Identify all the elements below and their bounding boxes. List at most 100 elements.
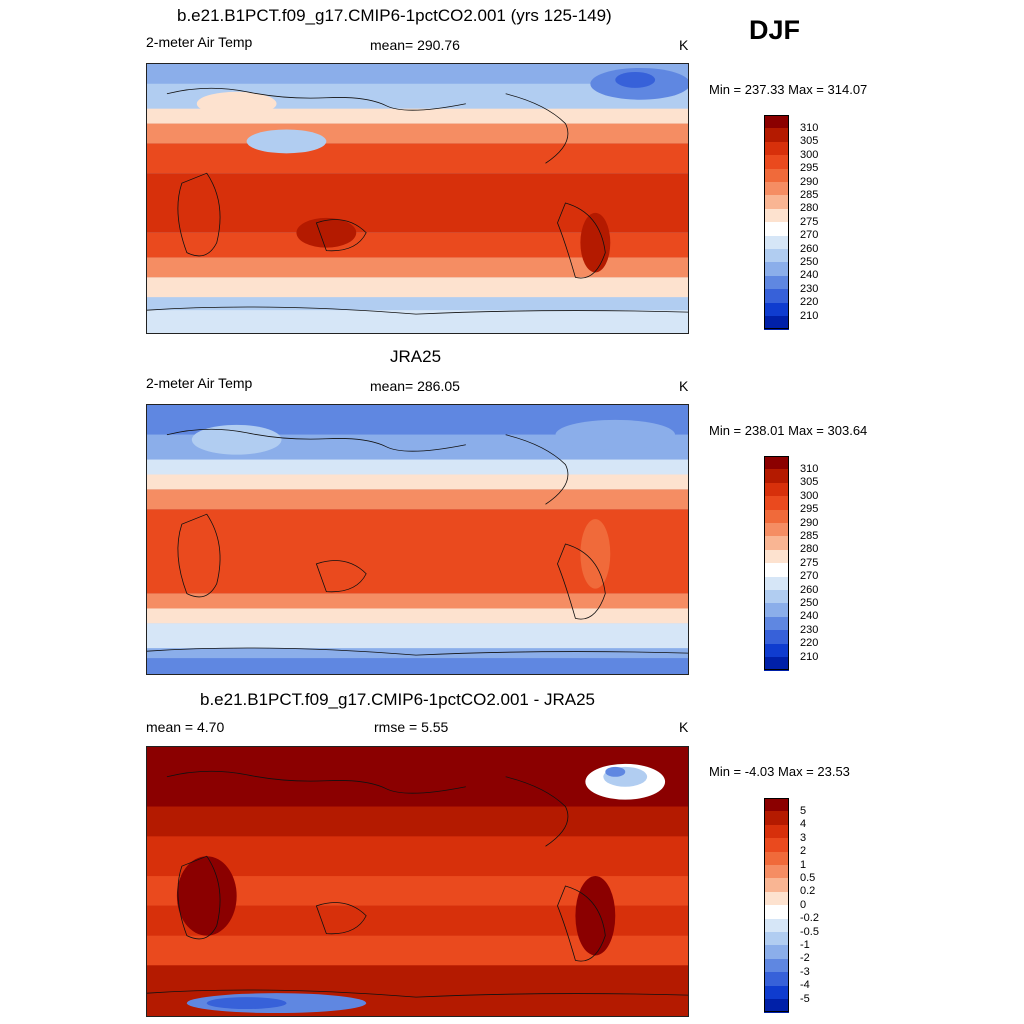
panel1-colorbar-swatch	[764, 115, 789, 129]
panel3-colorbar-swatch	[764, 972, 789, 987]
panel2-title: JRA25	[390, 347, 442, 366]
panel3-colorbar-swatch	[764, 985, 789, 1000]
panel3-colorbar-label: -4	[800, 979, 810, 992]
panel2-colorbar-label: 250	[800, 596, 819, 609]
panel3-colorbar-label: 0.2	[800, 885, 816, 898]
panel3-colorbar-label: 2	[800, 845, 807, 858]
season-label: DJF	[749, 15, 801, 45]
panel1-colorbar-swatch	[764, 222, 789, 237]
panel1-colorbar-swatch	[764, 195, 789, 210]
panel3-colorbar-swatch	[764, 905, 789, 920]
panel1-minmax: Min = 237.33 Max = 314.07	[709, 82, 868, 97]
panel1-mean-label: mean= 290.76	[370, 37, 460, 53]
panel3-colorbar-label: -5	[800, 992, 810, 1005]
panel2-colorbar-label: 230	[800, 623, 819, 636]
panel3-colorbar-label: -1	[800, 938, 810, 951]
panel3-colorbar-swatch	[764, 945, 789, 960]
panel1-colorbar-label: 230	[800, 282, 819, 295]
panel3-colorbar-swatch	[764, 999, 789, 1013]
panel1-colorbar-swatch	[764, 316, 789, 330]
panel2-colorbar-swatch	[764, 456, 789, 470]
panel3-minmax: Min = -4.03 Max = 23.53	[709, 764, 850, 779]
panel3-colorbar-label: 1	[800, 858, 807, 871]
panel1-colorbar-swatch	[764, 275, 789, 290]
panel2-colorbar-swatch	[764, 576, 789, 591]
panel3-map-svg	[147, 747, 688, 1016]
panel3-map	[146, 746, 689, 1017]
panel3-colorbar-label: 4	[800, 818, 807, 831]
panel1-colorbar-swatch	[764, 235, 789, 250]
panel1-map-svg	[147, 64, 688, 333]
panel1-colorbar-label: 295	[800, 162, 819, 175]
panel3-colorbar-swatch	[764, 838, 789, 853]
panel2-colorbar-label: 300	[800, 489, 819, 502]
panel2-colorbar-swatch	[764, 536, 789, 551]
panel3-mean-label: mean = 4.70	[146, 719, 225, 735]
panel2-colorbar-label: 305	[800, 476, 819, 489]
panel2-variable-label: 2-meter Air Temp	[146, 375, 253, 391]
panel1-colorbar-label: 290	[800, 175, 819, 188]
panel3-colorbar-label: 3	[800, 831, 807, 844]
panel2-colorbar-label: 210	[800, 650, 819, 663]
panel2-colorbar-swatch	[764, 616, 789, 631]
panel2-colorbar-label: 285	[800, 529, 819, 542]
panel2-colorbar-swatch	[764, 603, 789, 618]
panel1-variable-label: 2-meter Air Temp	[146, 34, 253, 50]
panel3-colorbar-label: 0.5	[800, 871, 816, 884]
panel2-colorbar-label: 240	[800, 610, 819, 623]
panel2-colorbar-swatch	[764, 469, 789, 484]
panel1-colorbar-swatch	[764, 262, 789, 277]
panel1-colorbar-swatch	[764, 208, 789, 223]
panel1-colorbar-swatch	[764, 168, 789, 183]
panel3-colorbar-label: -3	[800, 965, 810, 978]
panel1-colorbar-label: 285	[800, 188, 819, 201]
panel3-rmse-label: rmse = 5.55	[374, 719, 449, 735]
panel1-colorbar-frame	[764, 115, 789, 330]
panel3-colorbar-swatch	[764, 798, 789, 812]
panel1-colorbar-label: 210	[800, 309, 819, 322]
panel1-colorbar-label: 250	[800, 255, 819, 268]
panel2-colorbar-label: 295	[800, 503, 819, 516]
panel2-colorbar-label: 260	[800, 583, 819, 596]
panel2-minmax: Min = 238.01 Max = 303.64	[709, 423, 868, 438]
panel3-colorbar-label: -0.5	[800, 925, 819, 938]
panel2-colorbar-frame	[764, 456, 789, 671]
panel3-colorbar-swatch	[764, 811, 789, 826]
panel3-units: K	[679, 719, 689, 735]
panel2-colorbar-swatch	[764, 509, 789, 524]
panel2-colorbar-swatch	[764, 563, 789, 578]
panel2-colorbar-label: 280	[800, 543, 819, 556]
panel1-colorbar-label: 310	[800, 121, 819, 134]
panel1-map	[146, 63, 689, 334]
panel1-colorbar-label: 305	[800, 135, 819, 148]
panel3-colorbar-swatch	[764, 958, 789, 973]
panel2-colorbar-label: 290	[800, 516, 819, 529]
panel3-colorbar-swatch	[764, 891, 789, 906]
panel2-colorbar-swatch	[764, 590, 789, 604]
panel1-colorbar-label: 260	[800, 242, 819, 255]
panel2-colorbar-swatch	[764, 549, 789, 564]
panel3-colorbar-swatch	[764, 824, 789, 839]
panel2-colorbar-swatch	[764, 657, 789, 671]
panel1-colorbar-label: 275	[800, 215, 819, 228]
panel3-title: b.e21.B1PCT.f09_g17.CMIP6-1pctCO2.001 - …	[200, 690, 595, 709]
panel2-colorbar-swatch	[764, 630, 789, 645]
panel2-units: K	[679, 378, 689, 394]
panel2-colorbar-swatch	[764, 643, 789, 658]
panel2-colorbar-label: 220	[800, 637, 819, 650]
panel3-colorbar-swatch	[764, 865, 789, 879]
panel1-colorbar-swatch	[764, 155, 789, 170]
panel2-colorbar-swatch	[764, 496, 789, 511]
panel1-colorbar-swatch	[764, 289, 789, 304]
panel1-colorbar-label: 240	[800, 269, 819, 282]
panel3-colorbar-label: 5	[800, 804, 807, 817]
panel3-colorbar-label: -2	[800, 952, 810, 965]
panel1-colorbar-label: 220	[800, 296, 819, 309]
panel1-colorbar-swatch	[764, 141, 789, 156]
panel3-colorbar-swatch	[764, 918, 789, 933]
panel3-colorbar-swatch	[764, 878, 789, 893]
panel1-colorbar-swatch	[764, 182, 789, 196]
panel1-colorbar-swatch	[764, 249, 789, 263]
panel3-colorbar-swatch	[764, 932, 789, 946]
panel2-colorbar-label: 310	[800, 462, 819, 475]
